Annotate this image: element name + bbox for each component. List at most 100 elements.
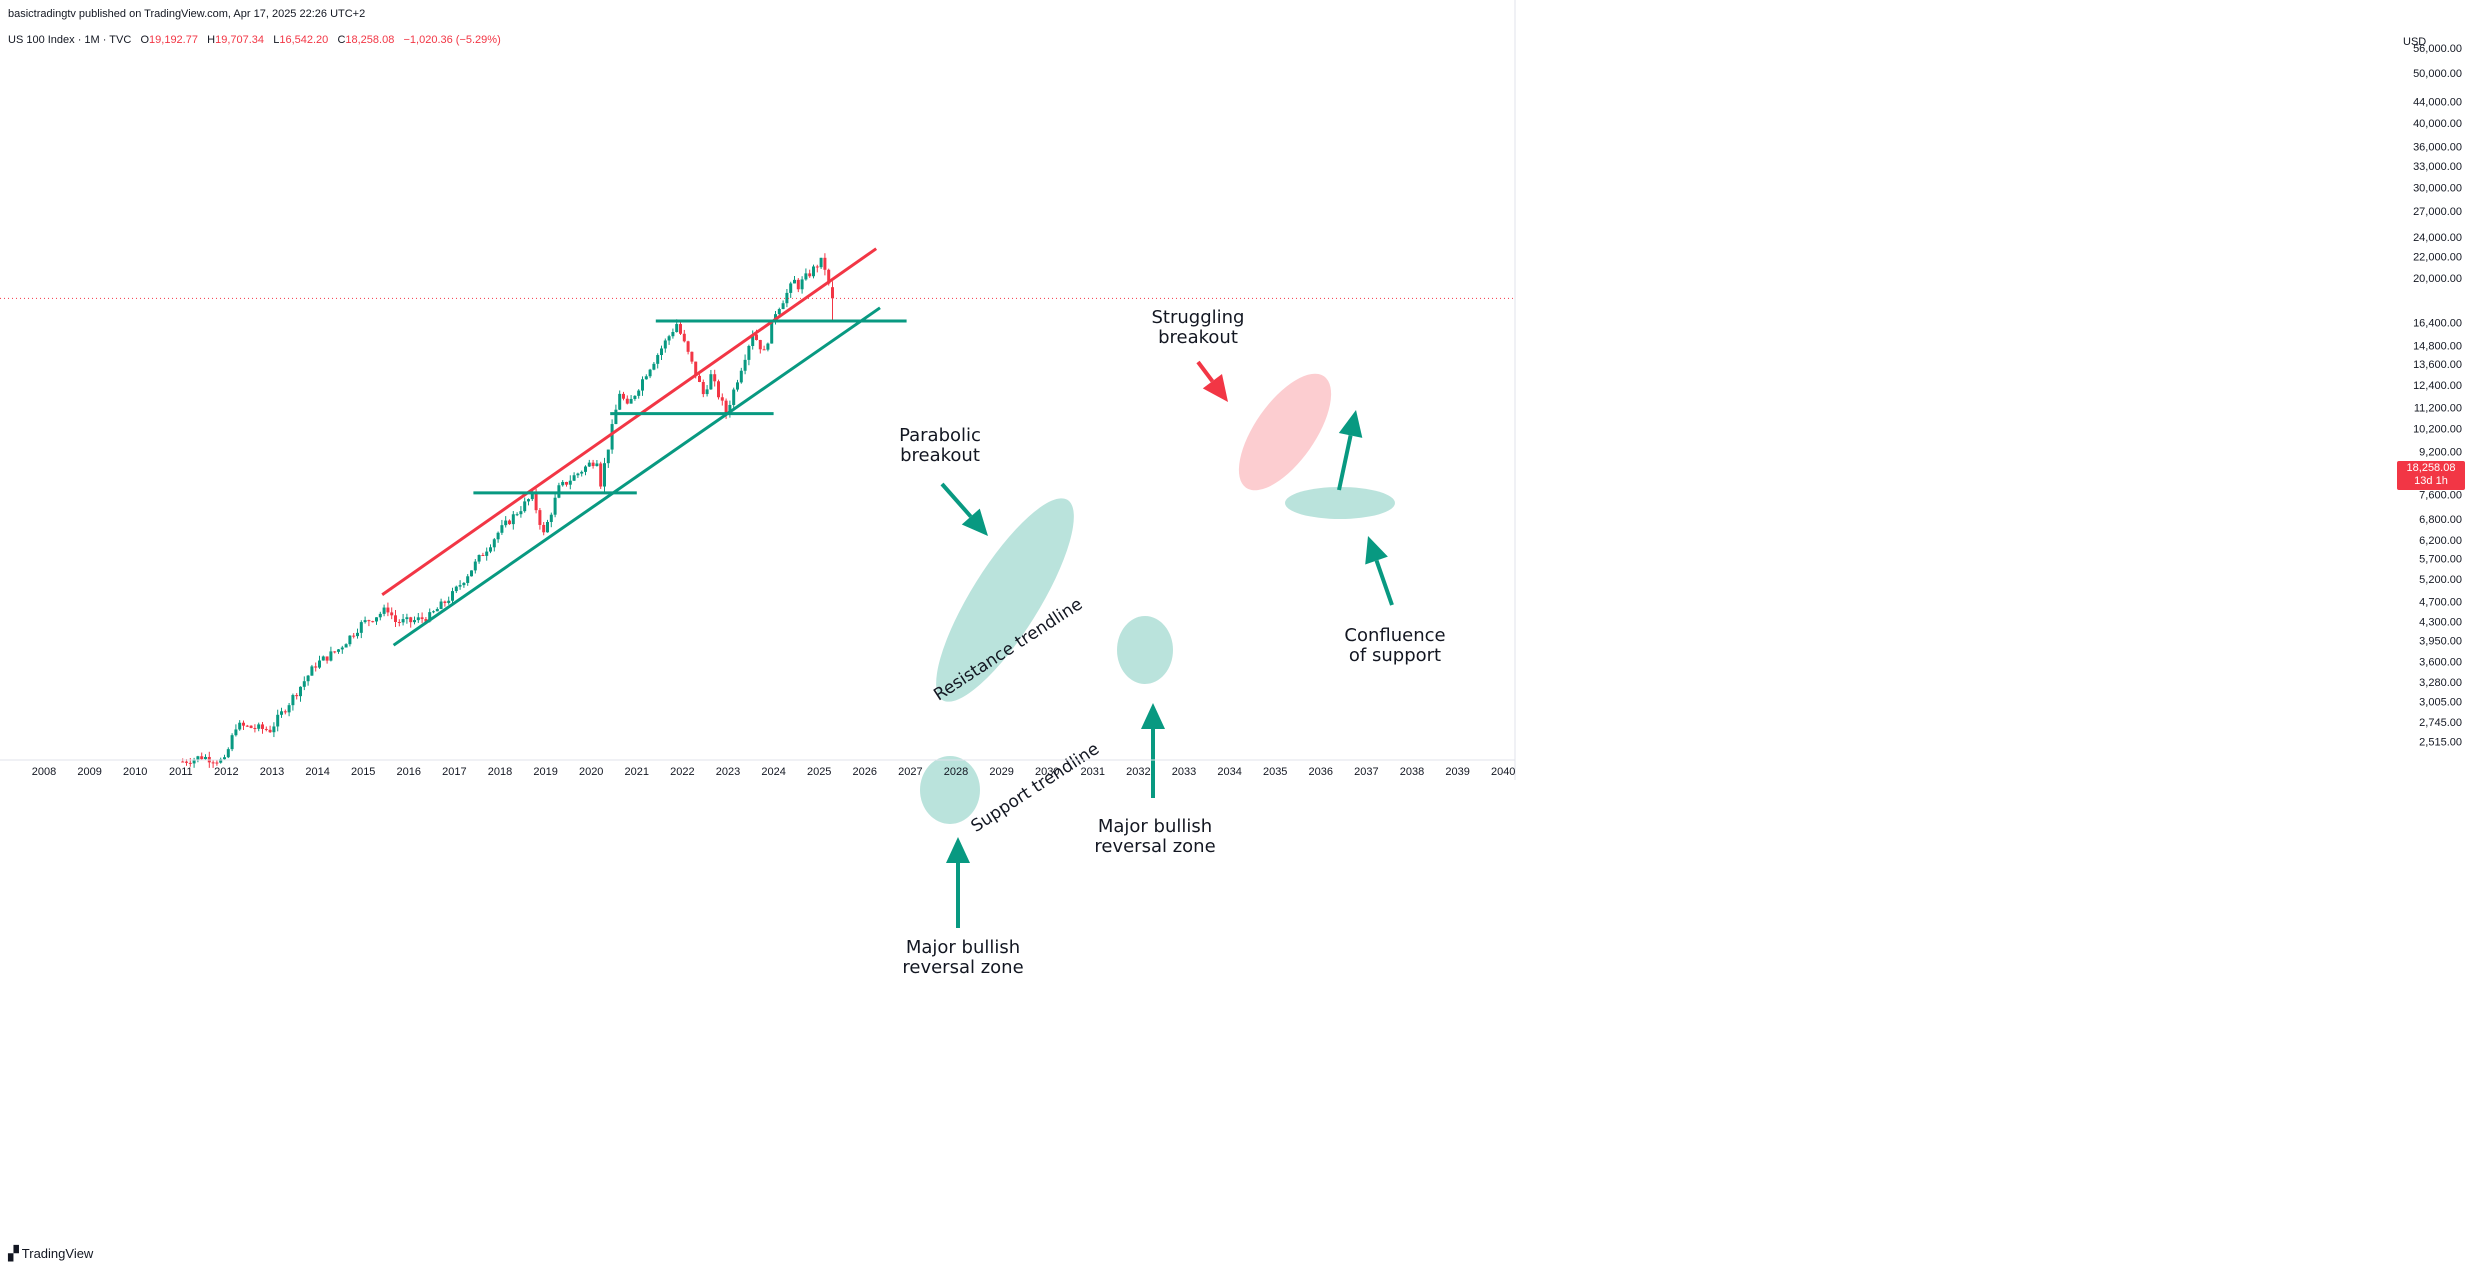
year-label: 2011 — [169, 766, 193, 778]
candle-body — [587, 462, 591, 467]
candle-body — [819, 257, 823, 268]
candle-body — [226, 749, 230, 758]
struggling-breakout-label-line: breakout — [1158, 327, 1238, 348]
candle-body — [755, 334, 758, 340]
symbol-name[interactable]: US 100 Index · 1M · TVC — [8, 34, 132, 46]
candle-body — [561, 481, 565, 486]
candle-body — [568, 480, 572, 485]
price-tick-label: 11,200.00 — [2414, 403, 2462, 415]
currency-label[interactable]: USD — [2403, 36, 2427, 48]
candle-body — [181, 761, 185, 763]
candle-body — [291, 695, 295, 706]
year-label: 2040 — [1491, 766, 1515, 778]
support-trendline-label: Support trendline — [968, 739, 1104, 837]
candle-body — [538, 510, 542, 525]
candle-body — [390, 612, 394, 616]
close-value: 18,258.08 — [345, 34, 395, 46]
candle-body — [325, 656, 329, 661]
candle-body — [280, 711, 283, 715]
year-label: 2012 — [214, 766, 238, 778]
struggling-arrow-head — [1202, 374, 1228, 402]
high-label: H — [207, 34, 216, 46]
candle-body — [192, 759, 196, 764]
price-tick-label: 4,300.00 — [2419, 617, 2462, 629]
candle-body — [466, 576, 470, 583]
price-tick-label: 9,200.00 — [2419, 447, 2462, 459]
price-tick-label: 20,000.00 — [2413, 273, 2462, 285]
candle-body — [644, 376, 648, 380]
candle-body — [215, 762, 219, 764]
change-value: −1,020.36 (−5.29%) — [403, 34, 501, 46]
price-tick-label: 3,280.00 — [2419, 677, 2462, 689]
candle-body — [245, 725, 249, 727]
candle-body — [576, 473, 580, 476]
candle-body — [736, 382, 739, 390]
candle-body — [485, 551, 489, 556]
year-label: 2008 — [32, 766, 56, 778]
price-tick-label: 56,000.00 — [2413, 43, 2462, 55]
candle-body — [314, 666, 318, 668]
time-axis[interactable]: 2008 2009 2010 2011 2012 2013 2014 2015 2016 2017… — [0, 759, 1515, 778]
year-label: 2033 — [1172, 766, 1196, 778]
candle-body — [709, 374, 713, 390]
price-tick-label: 4,700.00 — [2419, 597, 2462, 609]
candle-body — [530, 491, 534, 500]
candle-body — [815, 266, 819, 268]
publisher-line: basictradingtv published on TradingView.… — [8, 8, 366, 20]
price-tick-label: 44,000.00 — [2413, 97, 2462, 109]
candle-body — [249, 725, 253, 728]
candle-body — [454, 586, 458, 592]
candle-body — [633, 395, 637, 399]
candle-body — [572, 475, 576, 481]
year-label: 2021 — [625, 766, 649, 778]
candle-body — [762, 349, 766, 351]
candle-body — [724, 400, 728, 415]
candle-body — [473, 561, 477, 571]
candles — [181, 253, 834, 768]
candle-body — [800, 279, 804, 290]
price-tick-label: 30,000.00 — [2413, 182, 2462, 194]
candle-body — [310, 666, 314, 676]
tradingview-logo[interactable]: ▞ TradingView — [8, 1245, 93, 1262]
price-axis[interactable]: 56,000.00 50,000.00 44,000.00 40,000.00 36,0… — [0, 0, 2462, 780]
candle-body — [656, 355, 660, 364]
candle-body — [492, 539, 496, 548]
candle-body — [747, 346, 751, 360]
candle-body — [637, 390, 641, 396]
candle-body — [720, 397, 724, 401]
candle-body — [371, 621, 375, 623]
price-tick-label: 16,400.00 — [2413, 317, 2462, 329]
reversal-zone-2020 — [920, 756, 980, 824]
candle-body — [451, 591, 454, 601]
candle-body — [781, 303, 785, 310]
candle-body — [527, 499, 530, 502]
reversal-2022-arrow-head — [1141, 703, 1165, 729]
reversal-zone-2022-label-line: Major bullish — [1098, 816, 1212, 837]
candle-body — [827, 269, 831, 284]
candle-body — [295, 695, 299, 697]
candle-body — [614, 409, 618, 425]
year-label: 2029 — [989, 766, 1013, 778]
candle-body — [264, 728, 268, 730]
price-tick-label: 24,000.00 — [2413, 232, 2462, 244]
candle-body — [793, 279, 796, 284]
reversal-zone-2020-label-line: Major bullish — [906, 937, 1020, 958]
year-label: 2016 — [397, 766, 421, 778]
year-label: 2036 — [1309, 766, 1333, 778]
candle-body — [523, 501, 527, 512]
low-value: 16,542.20 — [279, 34, 329, 46]
price-tick-label: 10,200.00 — [2413, 424, 2462, 436]
high-value: 19,707.34 — [215, 34, 265, 46]
candle-body — [808, 273, 812, 277]
candle-body — [546, 521, 549, 533]
year-label: 2025 — [807, 766, 831, 778]
year-label: 2037 — [1354, 766, 1378, 778]
year-label: 2026 — [853, 766, 877, 778]
year-label: 2019 — [533, 766, 557, 778]
candle-body — [713, 374, 717, 382]
candle-body — [257, 724, 261, 729]
candle-body — [401, 619, 405, 623]
candle-body — [481, 554, 485, 556]
candle-body — [831, 287, 834, 299]
